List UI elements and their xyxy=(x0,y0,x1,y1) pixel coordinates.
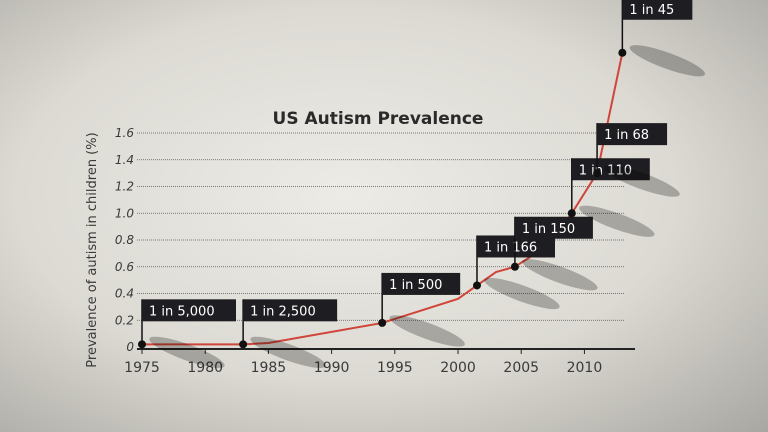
annotation-shadow xyxy=(149,336,225,368)
annotation-shadow xyxy=(629,45,706,77)
y-tick-label: 0.2 xyxy=(115,313,134,327)
annotation-flag xyxy=(476,235,555,258)
data-point xyxy=(472,281,481,290)
annotation-label: 1 in 5,000 xyxy=(149,304,215,319)
annotation-shadow xyxy=(604,165,680,197)
data-point xyxy=(138,340,146,349)
annotation-label: 1 in 45 xyxy=(629,3,674,18)
annotation-label: 1 in 68 xyxy=(604,128,649,143)
y-tick-label: 1.4 xyxy=(115,153,134,167)
chart-title: US Autism Prevalence xyxy=(273,109,484,129)
data-point xyxy=(510,262,519,271)
x-tick-label: 2000 xyxy=(440,360,476,376)
annotation-label: 1 in 150 xyxy=(522,222,575,237)
x-tick-label: 1980 xyxy=(187,360,223,376)
data-point xyxy=(239,340,248,349)
y-tick-label: 0.6 xyxy=(115,260,134,274)
data-point xyxy=(618,48,627,57)
y-tick-label: 1.0 xyxy=(115,206,134,220)
annotation-flag xyxy=(571,158,650,181)
annotation-flag xyxy=(622,0,693,20)
data-point xyxy=(567,209,576,218)
annotation-shadow xyxy=(250,336,326,368)
y-tick-label: 1.2 xyxy=(115,180,134,194)
annotation-flag xyxy=(142,299,236,322)
annotation-flag xyxy=(514,216,593,239)
annotation-label: 1 in 166 xyxy=(484,240,537,255)
x-tick-label: 2010 xyxy=(567,360,603,376)
annotation-flag xyxy=(597,123,668,146)
y-tick-label: 0 xyxy=(126,340,134,354)
annotation-flag xyxy=(382,272,461,295)
y-tick-label: 0.4 xyxy=(115,287,134,301)
y-tick-label: 1.6 xyxy=(115,126,134,140)
annotation-label: 1 in 500 xyxy=(389,278,442,293)
annotation-label: 1 in 2,500 xyxy=(250,304,316,319)
data-point xyxy=(378,318,387,327)
annotation-shadow xyxy=(484,277,560,310)
x-tick-label: 1990 xyxy=(314,360,350,376)
x-tick-label: 1985 xyxy=(251,360,287,376)
annotation-shadow xyxy=(389,315,465,347)
annotation-shadow xyxy=(522,259,598,291)
prevalence-line xyxy=(142,52,624,346)
y-tick-label: 0.8 xyxy=(115,233,134,247)
y-axis-label: Prevalence of autism in children (%) xyxy=(85,132,100,367)
x-tick-label: 1975 xyxy=(124,360,160,376)
x-tick-label: 1995 xyxy=(377,360,413,376)
x-tick-label: 2005 xyxy=(503,360,539,376)
annotation-shadow xyxy=(579,205,655,237)
annotation-label: 1 in 110 xyxy=(579,163,632,178)
annotation-flag xyxy=(243,299,338,322)
data-point xyxy=(593,169,602,178)
